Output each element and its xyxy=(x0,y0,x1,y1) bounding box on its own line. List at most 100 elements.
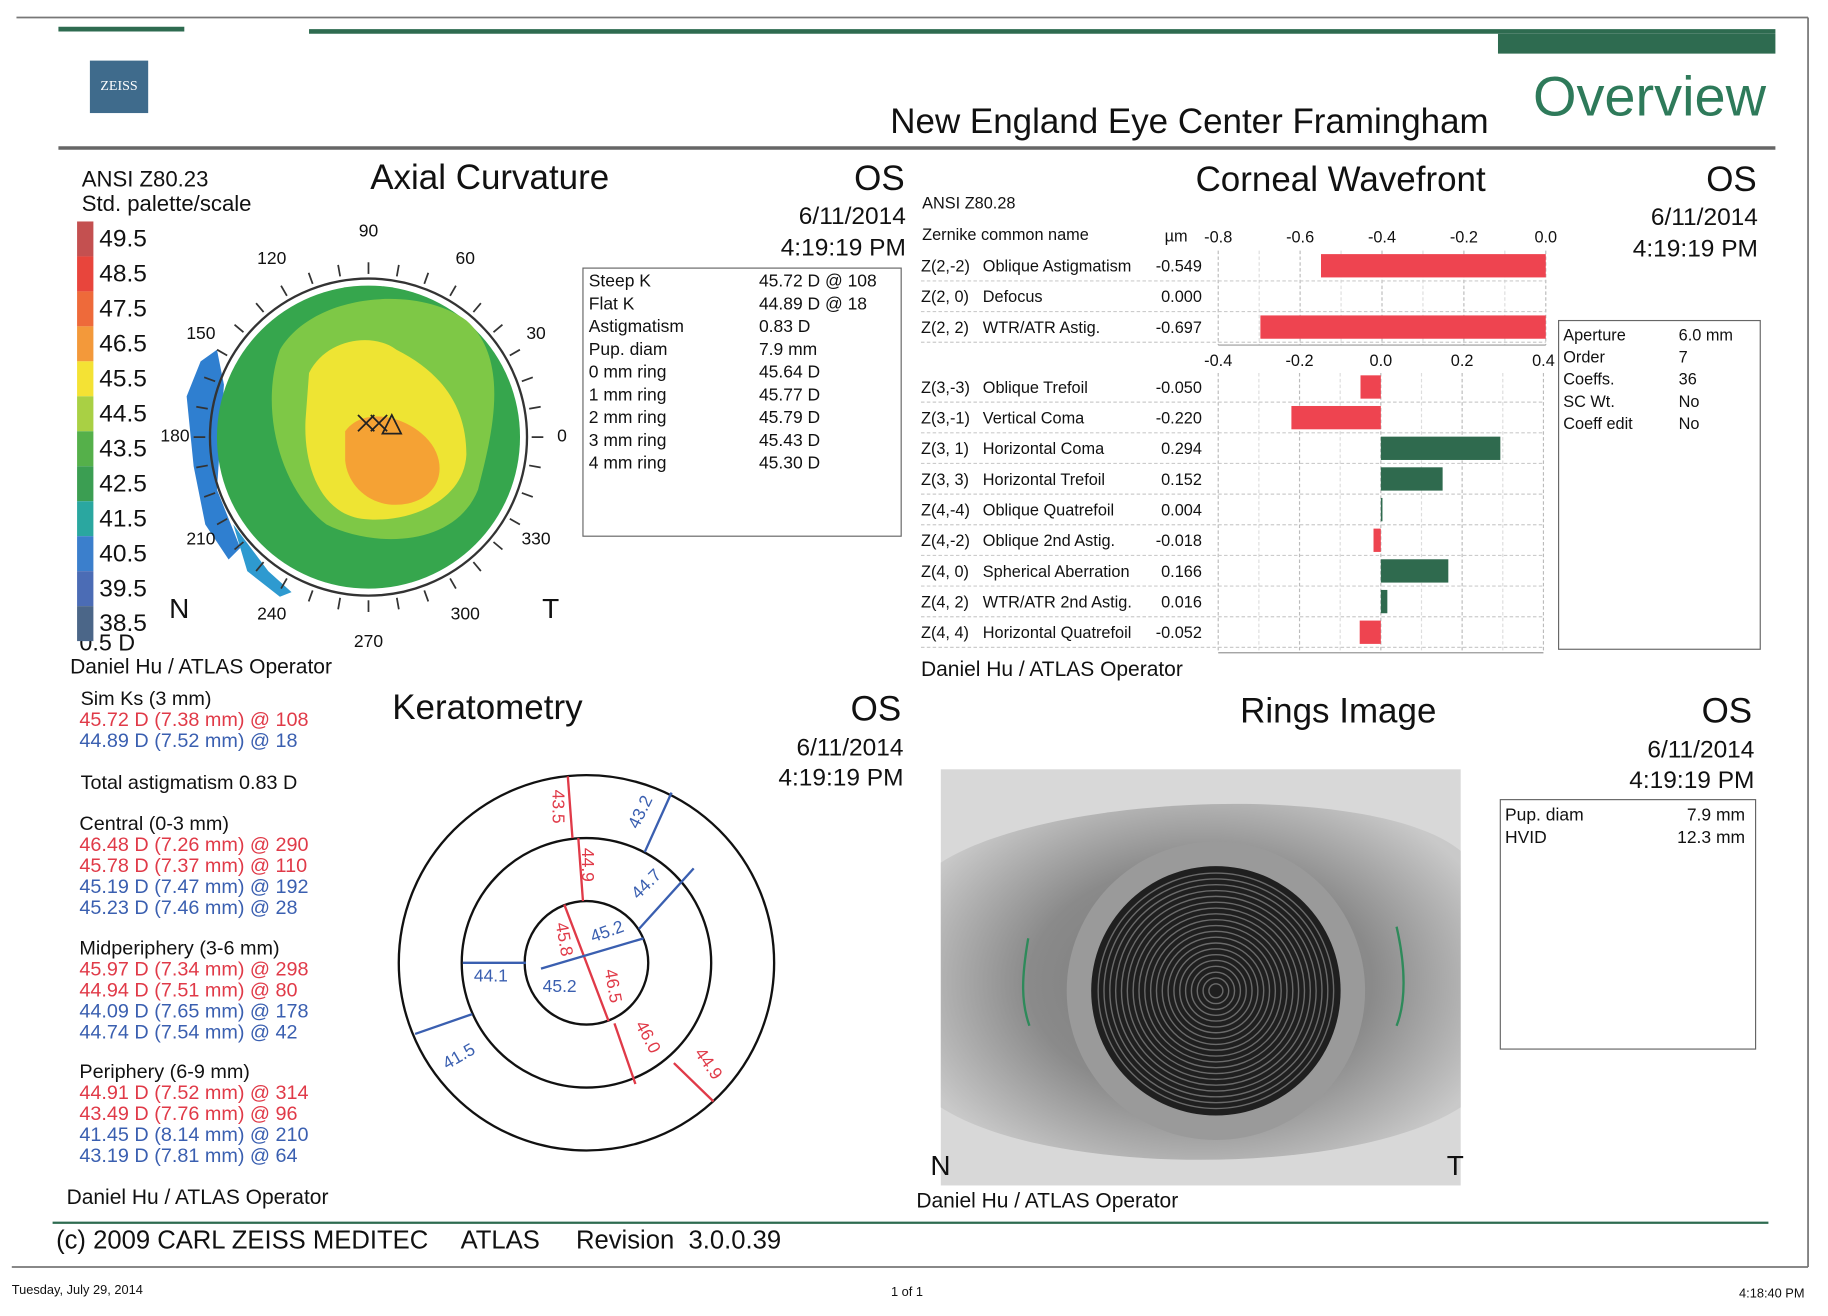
term-name: Vertical Coma xyxy=(983,409,1085,427)
k-value: 45.77 D xyxy=(759,384,820,404)
tick xyxy=(233,541,245,551)
operator: Daniel Hu / ATLAS Operator xyxy=(70,656,332,679)
map-border xyxy=(208,277,529,597)
zone-heading: Periphery (6-9 mm) xyxy=(79,1061,250,1083)
placido-ring xyxy=(1179,953,1253,1028)
term-value: -0.220 xyxy=(1156,409,1202,427)
nasal-label: N xyxy=(169,593,189,624)
tick xyxy=(216,517,228,526)
placido-ring xyxy=(1184,959,1247,1022)
k-value: 45.30 D xyxy=(759,453,820,473)
angle-label: 60 xyxy=(456,248,476,268)
k-reading: 44.89 D (7.52 mm) @ 18 xyxy=(79,730,297,752)
term-value: 0.294 xyxy=(1161,440,1202,458)
scale-swatch xyxy=(77,501,94,537)
ring xyxy=(397,773,776,1152)
pupil xyxy=(1091,866,1341,1116)
operator: Daniel Hu / ATLAS Operator xyxy=(67,1186,329,1209)
k-label: Astigmatism xyxy=(589,316,684,336)
k-reading: 43.19 D (7.81 mm) @ 64 xyxy=(79,1145,297,1167)
placido-ring xyxy=(1138,913,1294,1069)
zone-heading: Central (0-3 mm) xyxy=(79,813,229,835)
x-tick-label: -0.4 xyxy=(1204,352,1232,370)
bar xyxy=(1360,375,1381,399)
tick xyxy=(233,324,245,333)
tick xyxy=(529,464,541,469)
term-name: Spherical Aberration xyxy=(983,563,1130,581)
x-tick-label: -0.2 xyxy=(1450,228,1478,246)
setting-value: 36 xyxy=(1679,371,1697,389)
product: ATLAS xyxy=(461,1226,540,1254)
x-tick-label: -0.6 xyxy=(1286,228,1314,246)
eye: OS xyxy=(851,689,902,728)
scale-label: 40.5 xyxy=(99,540,147,567)
settings-box xyxy=(1558,319,1761,650)
placido-ring xyxy=(1196,971,1236,1011)
tick xyxy=(280,578,288,589)
date: 6/11/2014 xyxy=(796,734,903,761)
tick xyxy=(509,348,521,357)
term-code: Z(3,-1) xyxy=(921,409,970,427)
bar xyxy=(1291,405,1381,430)
placido-ring xyxy=(1114,889,1317,1092)
tick xyxy=(529,405,541,410)
time: 4:19:19 PM xyxy=(1629,767,1754,794)
tick xyxy=(203,376,216,383)
setting-value: No xyxy=(1679,393,1700,411)
k-reading: 43.49 D (7.76 mm) @ 96 xyxy=(79,1103,297,1125)
limbus-marks xyxy=(1021,926,1405,1027)
setting-label: Coeff edit xyxy=(1563,415,1633,433)
date: 6/11/2014 xyxy=(1647,737,1754,764)
eye: OS xyxy=(854,159,905,198)
setting-value: No xyxy=(1679,415,1700,433)
term-code: Z(2, 2) xyxy=(921,319,969,337)
angle-label: 240 xyxy=(257,603,286,623)
tick xyxy=(395,597,400,610)
k-table-box xyxy=(582,267,902,537)
zone-heading: Midperiphery (3-6 mm) xyxy=(79,938,279,960)
term-name: Horizontal Coma xyxy=(983,440,1105,458)
topography-map xyxy=(186,277,529,597)
placido-ring xyxy=(1202,977,1230,1005)
term-code: Z(4, 0) xyxy=(921,563,969,581)
scale-swatch xyxy=(77,361,94,397)
date: 6/11/2014 xyxy=(799,203,906,230)
rings-value: 7.9 mm xyxy=(1687,805,1745,825)
setting-value: 7 xyxy=(1679,349,1688,367)
bar xyxy=(1373,528,1381,552)
tick xyxy=(203,492,216,498)
tick xyxy=(280,285,288,297)
nasal-label: N xyxy=(930,1150,950,1181)
scale-label: 41.5 xyxy=(99,505,147,532)
bar xyxy=(1320,254,1546,278)
x-tick-label: -0.2 xyxy=(1285,352,1313,370)
term-code: Z(4, 2) xyxy=(921,593,969,611)
blue-meridian xyxy=(414,792,695,1036)
bar xyxy=(1380,589,1388,614)
map-markers xyxy=(357,413,403,435)
keratometry-diagram xyxy=(397,773,776,1152)
temporal-label: T xyxy=(542,593,559,624)
angle-label: 90 xyxy=(359,221,379,241)
angle-label: 270 xyxy=(354,631,383,651)
map-region xyxy=(345,416,440,505)
k-reading: 45.19 D (7.47 mm) @ 192 xyxy=(79,876,308,898)
time: 4:19:19 PM xyxy=(778,765,903,792)
term-value: 0.004 xyxy=(1161,501,1202,519)
tick xyxy=(196,464,208,469)
k-value: 0.83 D xyxy=(759,316,810,336)
tick xyxy=(395,264,400,277)
placido-ring xyxy=(1149,924,1282,1057)
term-name: Defocus xyxy=(983,288,1043,306)
x-tick-label: 0.2 xyxy=(1451,352,1474,370)
term-value: -0.549 xyxy=(1156,258,1202,276)
scale-swatch xyxy=(77,571,94,607)
placido-ring xyxy=(1173,948,1259,1034)
angle-label: 330 xyxy=(521,528,550,548)
scale-label: 46.5 xyxy=(99,330,147,357)
scale-swatch xyxy=(77,396,94,432)
placido-ring xyxy=(1161,936,1271,1046)
angle-label: 300 xyxy=(451,603,480,623)
